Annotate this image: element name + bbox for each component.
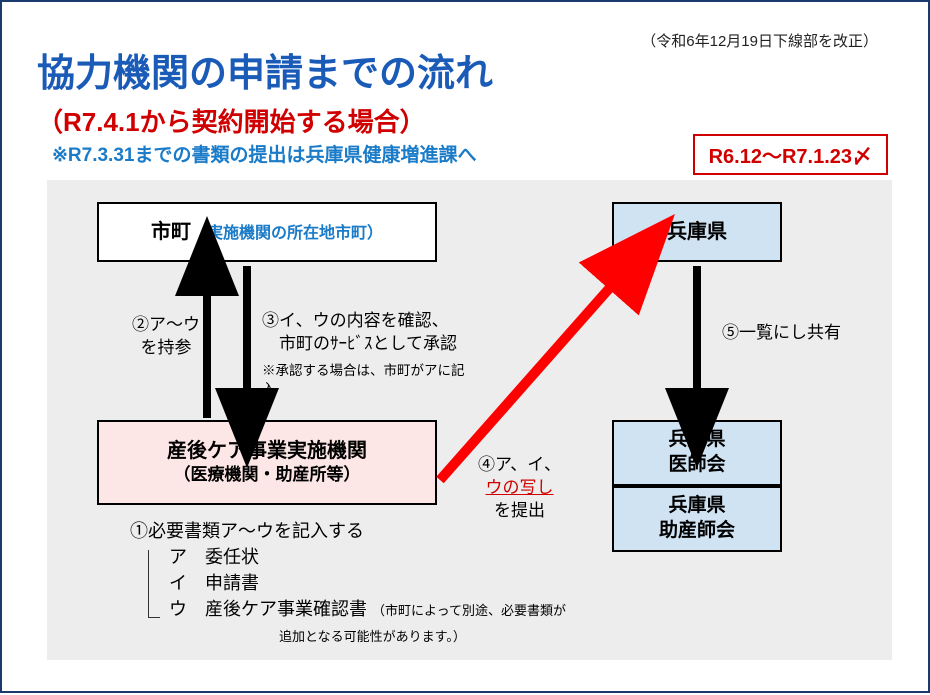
box-care-sub: （医療機関・助産所等） [174, 464, 361, 486]
label-step3-l2: 市町のｻｰﾋﾞｽとして承認 [262, 334, 457, 353]
box-mid-l1: 兵庫県 [668, 494, 725, 519]
box-care-main: 産後ケア事業実施機関 [167, 438, 367, 464]
step1-head: ①必要書類ア～ウを記入する [130, 518, 566, 544]
label-step3-small: ※承認する場合は、市町がアに記入 [262, 362, 472, 398]
label-step4-l1: ④ア、イ、 [478, 455, 561, 474]
label-step2-l1: ②ア～ウ [132, 315, 200, 334]
box-city-sub: （実施機関の所在地市町） [191, 225, 383, 242]
page-title: 協力機関の申請までの流れ [37, 42, 493, 97]
bracket-icon [148, 550, 160, 618]
label-step5: ⑤一覧にし共有 [722, 322, 841, 345]
note-line: ※R7.3.31までの書類の提出は兵庫県健康増進課へ [52, 140, 476, 167]
box-care-institution: 産後ケア事業実施機関 （医療機関・助産所等） [97, 420, 437, 505]
label-step4-red: ウの写し [485, 478, 553, 497]
step1-a: ア 委任状 [169, 547, 259, 567]
subtitle: （R7.4.1から契約開始する場合） [37, 102, 426, 139]
box-prefecture: 兵庫県 [612, 202, 782, 262]
step1-small-l2: 追加となる可能性があります。） [169, 629, 466, 644]
label-step3: ③イ、ウの内容を確認、 市町のｻｰﾋﾞｽとして承認 ※承認する場合は、市町がアに… [262, 310, 472, 398]
label-step4: ④ア、イ、 ウの写し を提出 [478, 454, 561, 523]
box-med-l1: 兵庫県 [668, 428, 725, 453]
box-pref-label: 兵庫県 [667, 219, 727, 245]
box-medical-assoc: 兵庫県 医師会 [612, 420, 782, 486]
label-step2-l2: を持参 [141, 338, 192, 357]
step1-b: イ 申請書 [169, 573, 259, 593]
box-city-main: 市町 [151, 221, 191, 243]
box-city: 市町（実施機関の所在地市町） [97, 202, 437, 262]
box-mid-l2: 助産師会 [659, 519, 735, 544]
step1-small-l1: （市町によって別途、必要書類が [372, 603, 566, 618]
step1-block: ①必要書類ア～ウを記入する ア 委任状 イ 申請書 ウ 産後ケア事業確認書 （市… [130, 518, 566, 648]
box-med-l2: 医師会 [668, 453, 725, 478]
revision-note: （令和6年12月19日下線部を改正） [641, 30, 878, 51]
label-step2: ②ア～ウ を持参 [132, 314, 200, 360]
box-midwife-assoc: 兵庫県 助産師会 [612, 486, 782, 552]
deadline-box: R6.12～R7.1.23〆 [693, 134, 888, 175]
step1-c: ウ 産後ケア事業確認書 [169, 599, 367, 619]
label-step3-l1: ③イ、ウの内容を確認、 [262, 311, 449, 330]
